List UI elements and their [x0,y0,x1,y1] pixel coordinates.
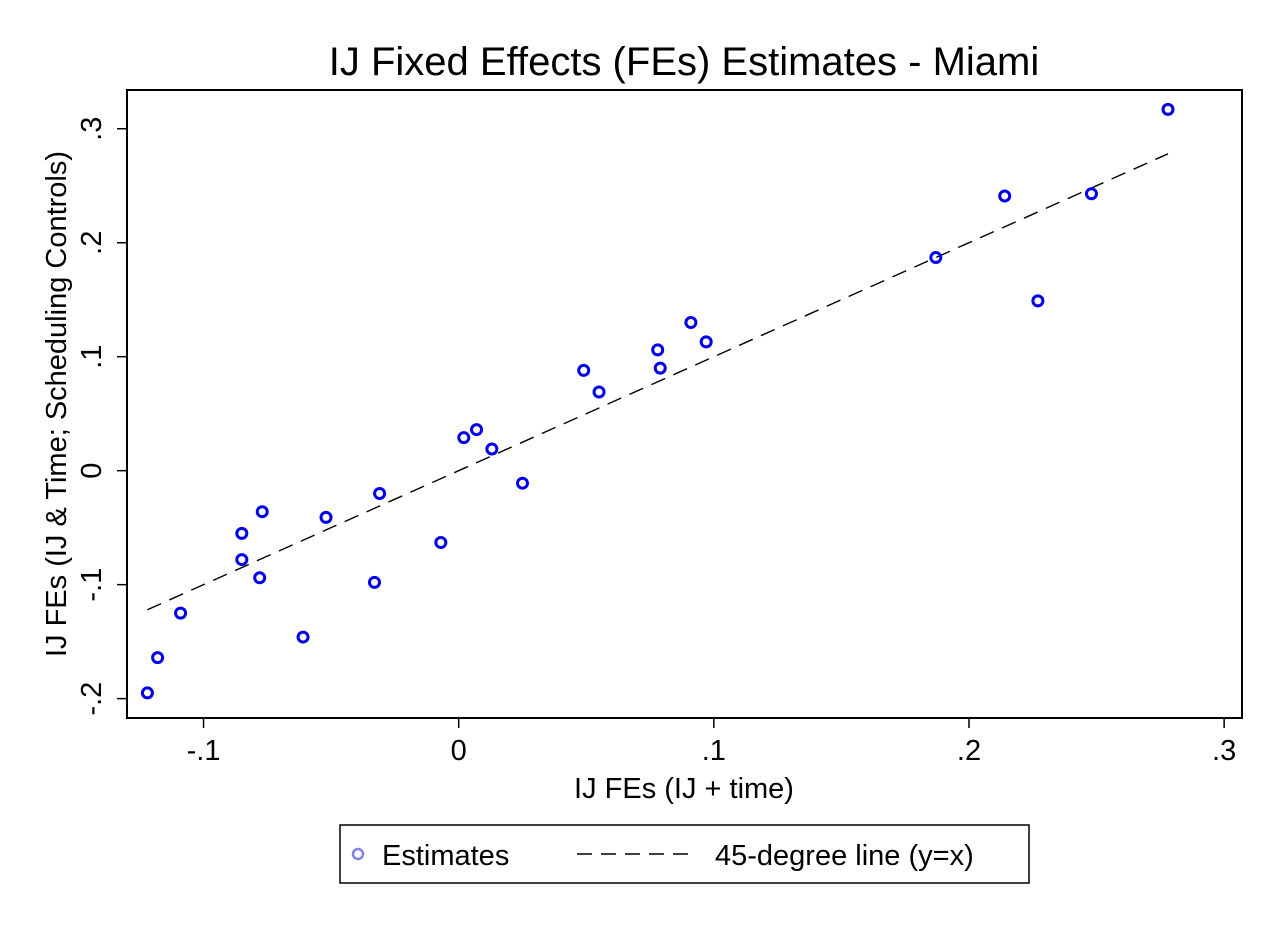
y-axis-title: IJ FEs (IJ & Time; Scheduling Controls) [41,151,73,657]
y-axis: -.2 -.1 0 .1 .2 .3 [76,117,127,716]
estimate-point [457,431,471,445]
x-tick-label: -.1 [187,735,221,767]
estimate-point [235,553,249,567]
estimate-point [235,526,249,540]
y-tick-label: 0 [76,463,108,479]
estimate-point [929,251,943,265]
estimate-point [684,316,698,330]
reference-45-degree-line [147,153,1169,611]
x-tick-label: .1 [702,735,726,767]
x-axis-title: IJ FEs (IJ + time) [574,773,794,805]
estimate-point [367,575,381,589]
estimate-point [140,686,154,700]
y-tick-label: -.1 [76,568,108,602]
estimate-point [1161,102,1175,116]
legend-label-45-line: 45-degree line (y=x) [715,840,974,872]
y-tick-label: .1 [76,345,108,369]
reference-line-layer [147,153,1169,611]
estimate-point [1084,187,1098,201]
y-tick-label: .3 [76,117,108,141]
estimate-point [296,630,310,644]
legend-marker-estimates [351,847,365,861]
estimate-point [174,606,188,620]
estimate-point [485,442,499,456]
x-tick-label: 0 [451,735,467,767]
y-tick-label: -.2 [76,682,108,716]
plot-frame [126,89,1243,719]
estimate-point [151,651,165,665]
estimate-point [434,535,448,549]
estimate-point [253,571,267,585]
x-axis: -.1 0 .1 .2 .3 [187,718,1236,767]
legend-label-estimates: Estimates [382,840,509,872]
estimate-point [319,510,333,524]
chart-title: IJ Fixed Effects (FEs) Estimates - Miami [329,40,1040,84]
estimate-point [592,385,606,399]
x-tick-label: .3 [1212,735,1236,767]
estimate-point [577,363,591,377]
estimate-point [651,343,665,357]
estimate-point [470,423,484,437]
estimates-points [140,102,1175,700]
y-tick-label: .2 [76,231,108,255]
estimate-point [653,361,667,375]
estimate-point [1031,294,1045,308]
estimate-point [373,486,387,500]
x-tick-label: .2 [957,735,981,767]
estimate-point [699,335,713,349]
legend: Estimates 45-degree line (y=x) [339,824,1030,884]
estimate-point [255,505,269,519]
estimate-point [998,189,1012,203]
estimate-point [515,476,529,490]
